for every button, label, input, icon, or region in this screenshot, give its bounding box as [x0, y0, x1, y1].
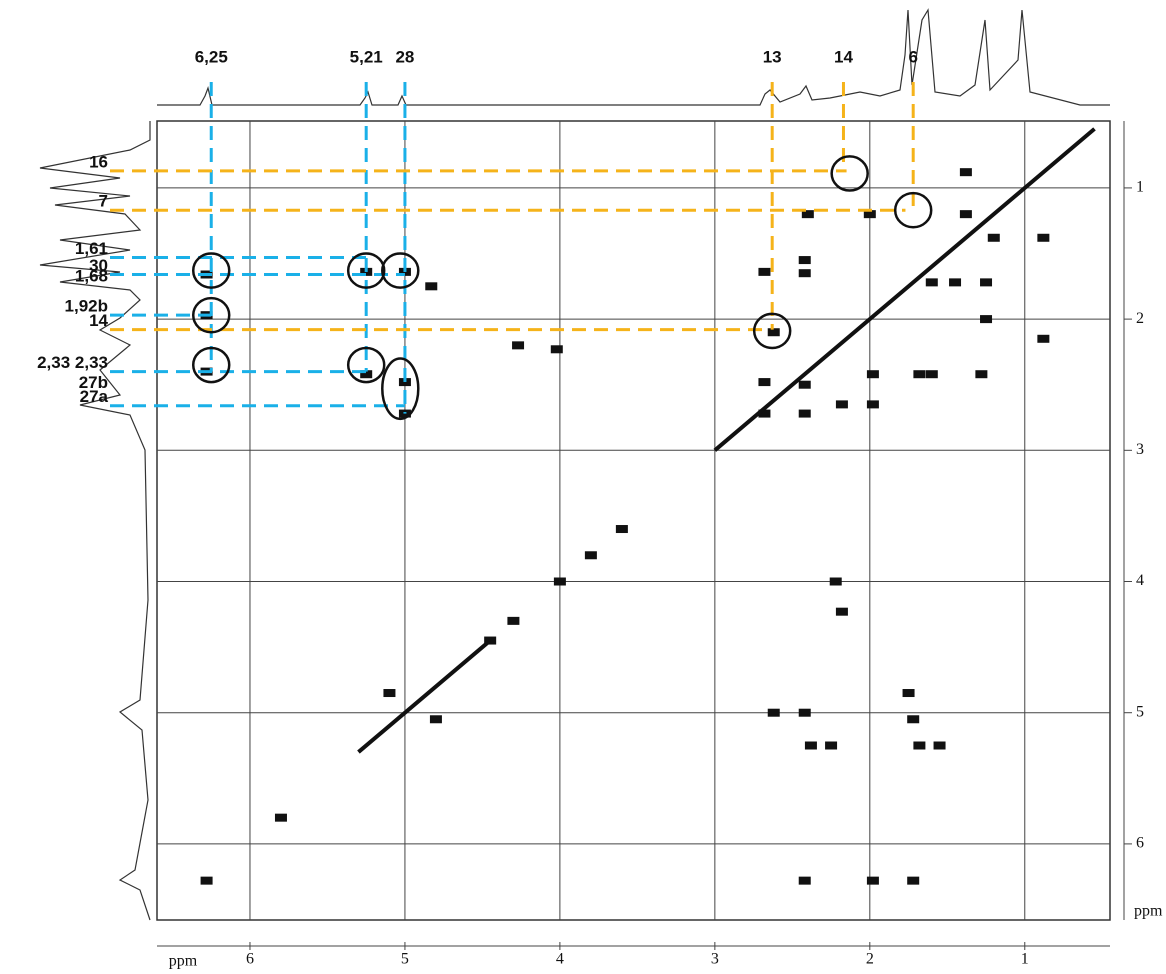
y-axis-label: ppm [1134, 903, 1163, 920]
cross-peak [758, 267, 771, 276]
highlight-circle [191, 346, 231, 384]
cross-peak [758, 409, 771, 418]
cross-peak [959, 168, 972, 177]
peak-label: 16 [89, 152, 108, 171]
cross-peak [550, 345, 563, 354]
cross-peak [907, 876, 920, 885]
cross-peak [866, 370, 879, 379]
cross-peak [866, 400, 879, 409]
x-tick-label: 6 [246, 951, 254, 968]
cross-peak [801, 210, 814, 219]
cross-peak [925, 278, 938, 287]
peak-label: 6 [908, 47, 917, 66]
cross-peak [987, 233, 1000, 242]
cross-peak [584, 551, 597, 560]
cross-peak [798, 269, 811, 278]
cross-peak [360, 370, 373, 379]
cross-peak [398, 378, 411, 387]
peak-label: 30 [89, 256, 108, 275]
x-tick-label: 2 [866, 951, 874, 968]
left-projection [39, 121, 151, 921]
highlight-circle [830, 155, 869, 192]
cross-peak [804, 741, 817, 750]
cross-peak [507, 616, 520, 625]
cross-peak [933, 741, 946, 750]
highlight-circle [346, 252, 386, 289]
highlight-circle [346, 346, 386, 384]
peak-label: 27b [79, 373, 108, 392]
cross-peak [1037, 233, 1050, 242]
cross-peak [425, 282, 438, 291]
peak-label: 1,92b [65, 297, 108, 316]
cross-peak [835, 400, 848, 409]
cross-peak [553, 577, 566, 586]
y-tick-label: 3 [1136, 441, 1144, 458]
cross-peak [902, 689, 915, 698]
cross-peak [913, 741, 926, 750]
cross-peak [829, 577, 842, 586]
peak-label: 2,33 2,33 [37, 353, 108, 372]
peak-label: 27a [80, 387, 109, 406]
x-axis-label: ppm [169, 953, 198, 969]
x-tick-label: 5 [401, 951, 409, 968]
y-tick-label: 5 [1136, 703, 1144, 720]
y-tick-label: 1 [1136, 179, 1144, 196]
x-tick-label: 4 [556, 951, 564, 968]
cross-peak [913, 370, 926, 379]
highlight-circle [752, 312, 792, 350]
cross-peak [798, 256, 811, 265]
x-tick-label: 1 [1021, 951, 1029, 968]
cross-peak [383, 689, 396, 698]
y-tick-label: 6 [1136, 835, 1144, 852]
cross-peak [767, 708, 780, 717]
cross-peak [863, 210, 876, 219]
diagonal [357, 127, 1096, 754]
cross-peak [980, 278, 993, 287]
cross-peak [429, 715, 442, 724]
peak-label: 14 [89, 311, 108, 330]
highlight-circle [381, 252, 420, 289]
cross-peak [825, 741, 838, 750]
top-projection [157, 8, 1110, 106]
cross-peak [200, 876, 213, 885]
cross-peak [798, 380, 811, 389]
cross-peak [866, 876, 879, 885]
cross-peak [767, 328, 780, 337]
y-tick-label: 2 [1136, 310, 1144, 327]
cross-peak [274, 813, 287, 822]
cross-peak [959, 210, 972, 219]
cross-peak [907, 715, 920, 724]
highlight-circle [191, 252, 231, 289]
cross-peak [798, 708, 811, 717]
highlight-circle [381, 357, 420, 421]
cross-peak [980, 315, 993, 324]
peak-label: 1,61 [75, 239, 108, 258]
cross-peak [615, 525, 628, 534]
cross-peak [949, 278, 962, 287]
cross-peak [1037, 334, 1050, 343]
y-tick-label: 4 [1136, 572, 1144, 589]
peak-label: 14 [834, 47, 853, 66]
plot-frame [156, 120, 1111, 921]
highlight-circle [893, 191, 933, 229]
peak-label: 1,68 [75, 266, 108, 285]
cross-peak [798, 409, 811, 418]
x-tick-label: 3 [711, 951, 719, 968]
cross-peak [758, 378, 771, 387]
cross-peak [975, 370, 988, 379]
peak-label: 13 [763, 47, 782, 66]
cross-peak [798, 876, 811, 885]
peak-label: 7 [99, 192, 108, 211]
peak-label: 6,25 [195, 47, 228, 66]
peak-label: 28 [395, 47, 414, 66]
cross-peak [925, 370, 938, 379]
cross-peak [835, 607, 848, 616]
cross-peak [512, 341, 525, 350]
peak-label: 5,21 [350, 47, 383, 66]
highlight-circle [191, 296, 231, 334]
